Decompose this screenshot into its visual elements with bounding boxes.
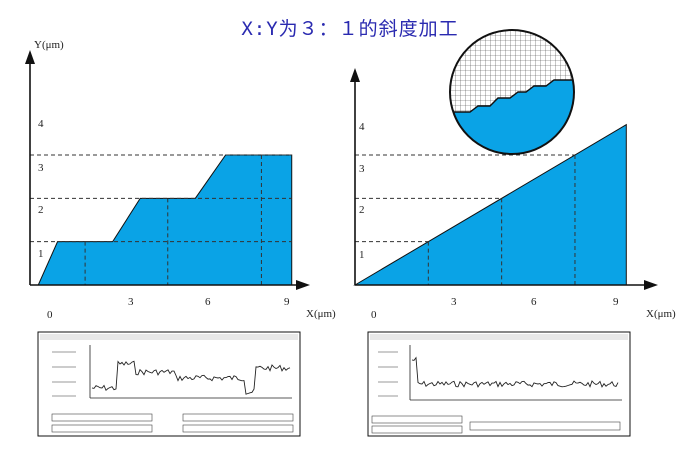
- right-y-tick-1: 1: [359, 249, 365, 261]
- left-y-tick-1: 1: [38, 248, 44, 260]
- right-x-tick-6: 6: [531, 296, 537, 308]
- left-x-label: X(μm): [306, 308, 336, 320]
- right-y-tick-2: 2: [359, 204, 365, 216]
- right-y-tick-3: 3: [359, 163, 365, 175]
- left-measurement-trace: [91, 360, 291, 395]
- left-measurement-screenshot: [37, 331, 301, 437]
- right-measurement-screenshot: [367, 331, 631, 437]
- stepped-profile-chart: Y(μm) X(μm) 0 3 6 9 1 2 3 4: [25, 39, 336, 321]
- linear-slope-chart: X(μm) 0 3 6 9 1 2 3 4: [350, 68, 676, 321]
- left-y-tick-3: 3: [38, 162, 44, 174]
- left-x-tick-9: 9: [284, 296, 290, 308]
- stepped-profile-fill: [30, 154, 293, 286]
- left-x-arrow-icon: [296, 280, 310, 290]
- left-x-tick-0: 0: [47, 309, 53, 321]
- right-x-tick-0: 0: [371, 309, 377, 321]
- right-measurement-trace: [411, 356, 619, 388]
- right-y-tick-4: 4: [359, 121, 365, 133]
- left-guide-lines: [30, 154, 292, 285]
- right-x-tick-9: 9: [613, 296, 619, 308]
- left-y-tick-4: 4: [38, 118, 44, 130]
- right-x-label: X(μm): [646, 308, 676, 320]
- right-guide-lines: [355, 154, 576, 285]
- left-y-tick-2: 2: [38, 204, 44, 216]
- magnified-detail-circle: [449, 29, 575, 155]
- right-x-tick-3: 3: [451, 296, 457, 308]
- right-y-arrow-icon: [350, 68, 360, 82]
- left-x-tick-3: 3: [128, 296, 134, 308]
- left-y-arrow-icon: [25, 50, 35, 64]
- page-title: X:Y为３：１的斜度加工: [241, 18, 459, 40]
- left-y-label: Y(μm): [34, 39, 64, 51]
- right-x-arrow-icon: [644, 280, 658, 290]
- left-x-tick-6: 6: [205, 296, 211, 308]
